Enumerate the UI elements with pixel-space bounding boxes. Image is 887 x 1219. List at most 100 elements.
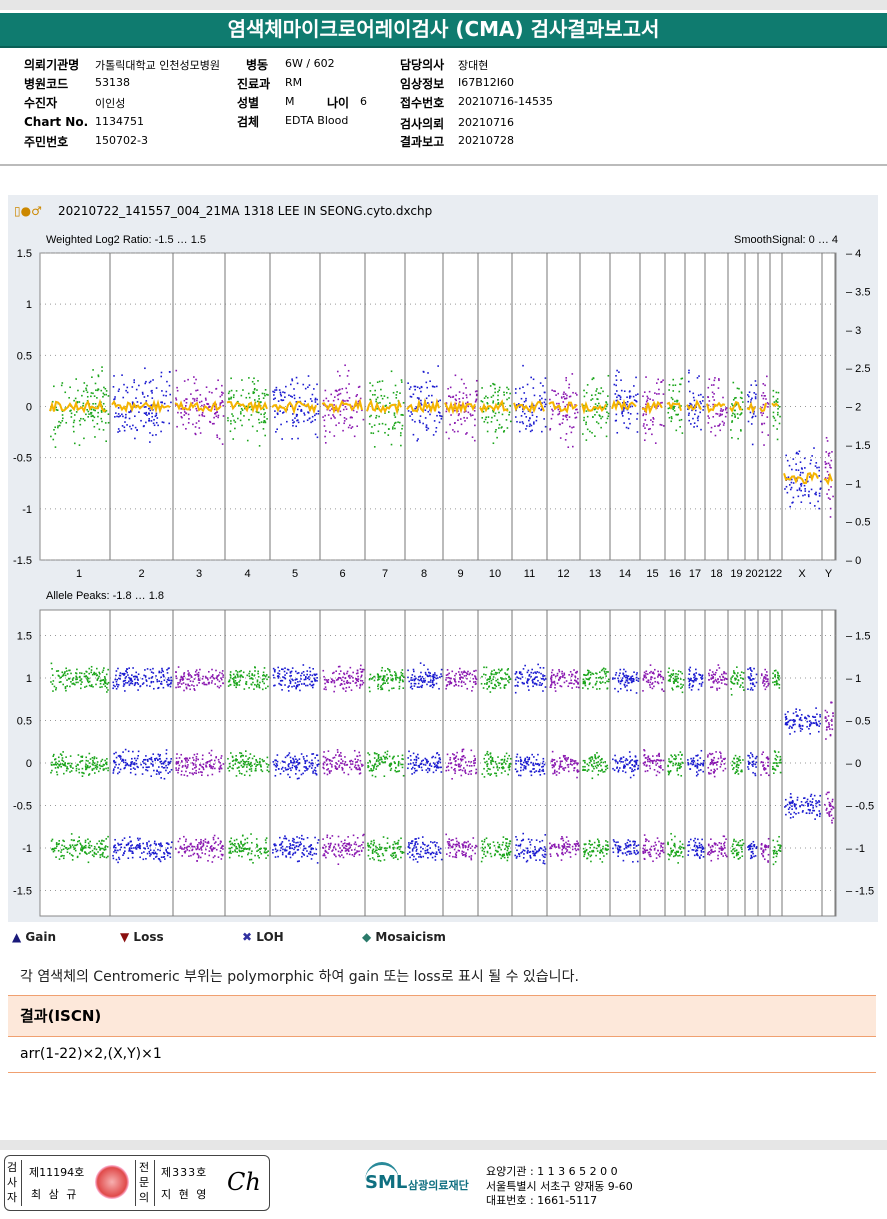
data-point (242, 765, 245, 768)
data-point (553, 390, 555, 392)
data-point (373, 757, 376, 759)
data-point (381, 761, 383, 763)
data-point (222, 404, 225, 407)
data-point (154, 852, 156, 855)
data-point (104, 759, 106, 762)
data-point (826, 470, 829, 473)
data-point (826, 440, 829, 442)
data-point (825, 462, 828, 465)
data-point (148, 757, 151, 760)
data-point (437, 400, 440, 403)
data-point (145, 406, 147, 408)
data-point (433, 763, 436, 765)
data-point (496, 436, 498, 439)
data-point (469, 413, 472, 415)
data-point (503, 687, 506, 689)
data-point (755, 393, 757, 396)
data-point (564, 405, 567, 408)
data-point (340, 755, 342, 757)
data-point (434, 859, 437, 861)
data-point (246, 439, 249, 442)
data-point (526, 678, 529, 680)
data-point (395, 842, 397, 845)
data-point (762, 403, 765, 406)
data-point (486, 402, 489, 404)
data-point (148, 412, 150, 414)
data-point (298, 683, 300, 686)
data-point (89, 765, 92, 768)
data-point (266, 769, 269, 772)
data-point (87, 842, 90, 845)
data-point (135, 762, 138, 765)
data-point (501, 758, 504, 761)
data-point (186, 761, 188, 763)
data-point (753, 392, 756, 394)
data-point (502, 402, 505, 405)
data-point (128, 684, 131, 686)
data-point (375, 845, 377, 848)
data-point (594, 408, 597, 410)
data-point (628, 418, 630, 420)
data-point (161, 765, 163, 768)
data-point (402, 774, 405, 777)
data-point (323, 425, 326, 427)
data-point (152, 753, 155, 755)
data-point (591, 378, 594, 381)
data-point (690, 404, 693, 406)
data-point (73, 399, 75, 402)
data-point (427, 844, 430, 847)
data-point (128, 411, 131, 414)
data-point (131, 401, 134, 404)
data-point (219, 395, 222, 398)
data-point (126, 424, 128, 426)
data-point (170, 846, 172, 849)
data-point (349, 766, 351, 769)
data-point (60, 681, 62, 683)
data-point (87, 846, 90, 849)
data-point (214, 841, 217, 843)
data-point (454, 757, 456, 759)
data-point (322, 838, 324, 840)
data-point (200, 847, 202, 850)
data-point (349, 424, 351, 427)
data-point (231, 760, 234, 762)
data-point (160, 682, 162, 685)
data-point (427, 851, 430, 854)
data-point (85, 685, 88, 688)
data-point (288, 679, 291, 682)
data-point (341, 854, 343, 856)
data-point (355, 672, 358, 675)
data-point (585, 421, 587, 424)
data-point (455, 843, 458, 846)
data-point (307, 852, 310, 855)
data-point (130, 682, 133, 684)
data-point (605, 405, 608, 408)
data-point (196, 753, 199, 755)
data-point (303, 412, 305, 415)
data-point (104, 677, 106, 680)
data-point (384, 761, 387, 763)
data-point (543, 675, 546, 677)
data-point (100, 847, 102, 850)
data-point (137, 839, 140, 841)
data-point (81, 767, 84, 770)
data-point (531, 414, 534, 417)
data-point (93, 757, 96, 760)
data-point (680, 418, 683, 421)
data-point (466, 673, 469, 675)
data-point (636, 431, 639, 433)
data-point (819, 480, 822, 483)
data-point (157, 848, 159, 851)
data-point (57, 756, 60, 759)
chromosome-21-points (760, 375, 770, 446)
data-point (391, 674, 393, 677)
data-point (453, 430, 456, 433)
data-point (636, 393, 639, 395)
data-point (352, 680, 354, 682)
data-point (243, 774, 246, 776)
data-point (305, 767, 308, 769)
data-point (532, 387, 535, 389)
data-point (279, 683, 282, 686)
data-point (285, 768, 287, 771)
data-point (91, 769, 94, 771)
